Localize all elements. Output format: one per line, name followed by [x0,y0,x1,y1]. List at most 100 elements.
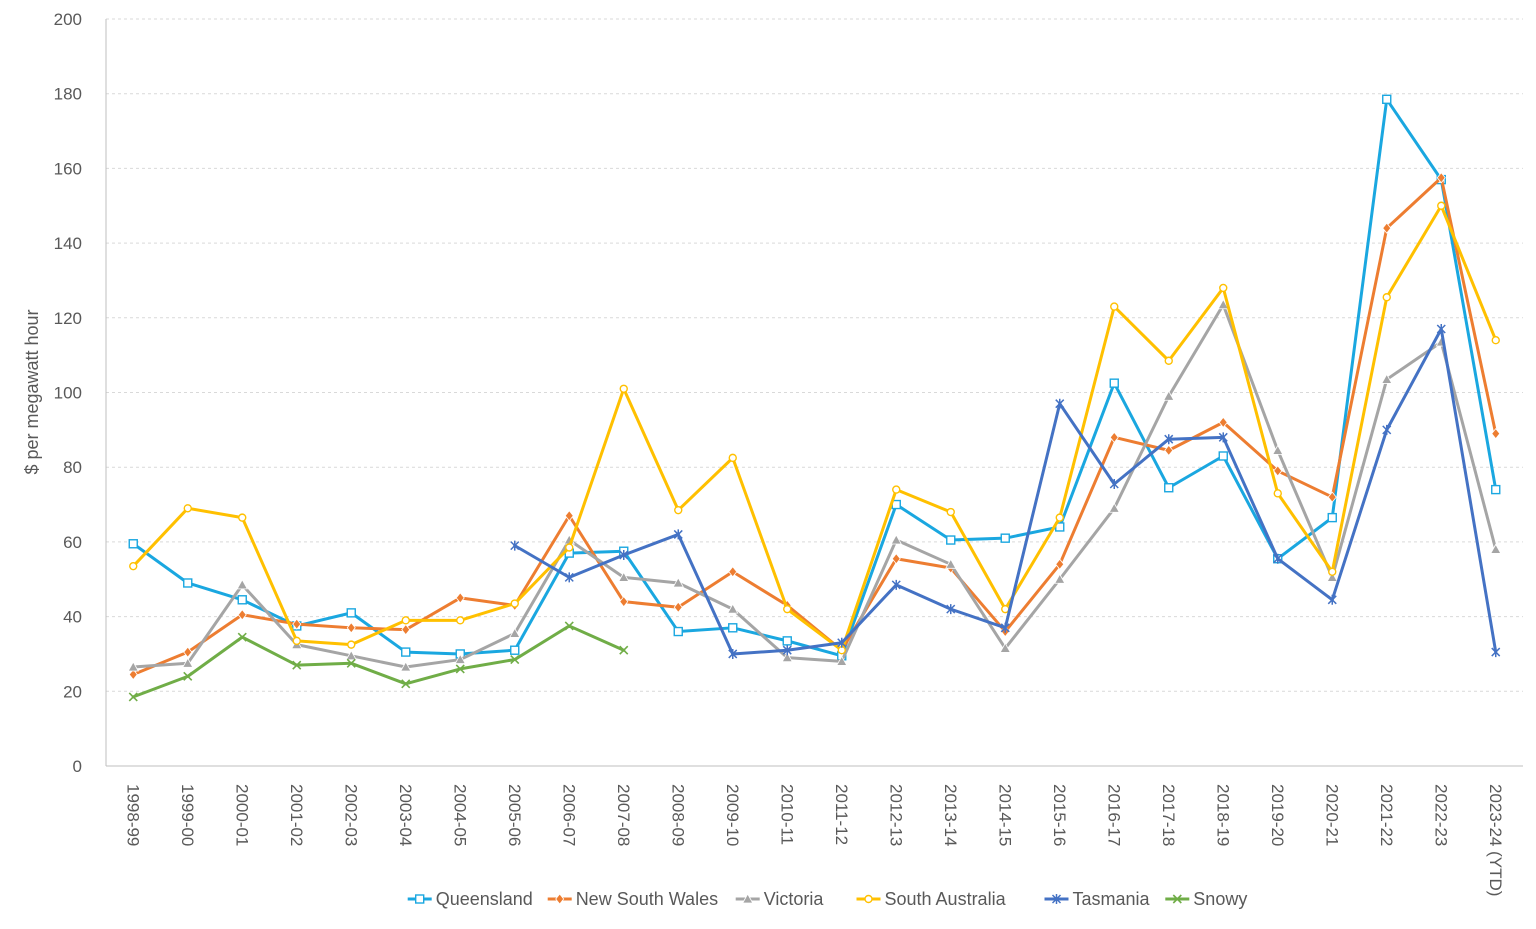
y-tick-label: 20 [63,682,82,701]
data-point [510,645,520,655]
data-point [1437,201,1446,210]
data-point [837,637,847,648]
x-tick-label: 1999-00 [178,784,197,846]
data-point [619,596,629,608]
series-victoria [127,298,1502,672]
series-new-south-wales [128,172,1501,681]
legend-item: Victoria [735,889,825,909]
data-point [674,505,683,515]
y-tick-label: 0 [73,757,82,776]
data-point [1051,894,1062,904]
data-point [1381,373,1393,384]
data-point [400,661,412,672]
data-point [619,549,629,560]
data-point [1326,571,1338,582]
data-point [183,671,193,681]
x-tick-label: 2003-04 [396,784,415,846]
data-point [1491,484,1501,495]
data-point [129,561,138,571]
data-point [1491,647,1501,658]
data-point [783,604,792,614]
data-point [1054,573,1066,584]
y-tick-label: 120 [54,309,82,328]
data-point [1000,622,1010,633]
data-point [1490,543,1502,554]
data-point [742,893,754,904]
legend-item: South Australia [856,889,1007,909]
data-point [891,579,901,590]
y-tick-label: 60 [63,533,82,552]
data-point [564,510,574,522]
data-point [1327,594,1337,605]
x-tick-label: 2011-12 [832,784,851,845]
data-point [728,648,738,659]
data-point [182,657,194,668]
data-point [127,661,139,672]
data-point [727,603,739,614]
data-point [673,601,683,613]
x-tick-label: 2005-06 [505,784,524,846]
y-tick-label: 40 [63,608,82,627]
data-point [292,660,302,670]
data-point [890,534,902,545]
x-tick-label: 2001-02 [287,784,306,846]
x-tick-label: 2021-22 [1377,784,1396,846]
legend-label: Tasmania [1073,889,1151,909]
y-tick-label: 180 [54,85,82,104]
data-point [891,553,901,565]
data-point [454,653,466,664]
data-point [946,604,956,615]
data-point [1218,451,1228,461]
data-point [1164,483,1174,493]
data-point [128,692,138,702]
data-point [1110,302,1119,311]
data-point [236,579,248,590]
legend: Queensland New South Wales Victoria South A… [407,889,1247,909]
data-point [1382,94,1392,105]
data-point [1217,298,1229,310]
data-point [237,632,247,642]
data-point [128,668,138,681]
data-point [1218,416,1228,429]
series-line [131,303,1498,669]
data-point [347,640,356,649]
data-point [728,566,738,578]
data-point [1055,513,1064,522]
series-line [131,624,626,699]
y-tick-label: 80 [63,458,82,477]
series-south-australia [129,201,1500,655]
data-point [673,626,683,637]
data-point [1273,465,1283,477]
series-snowy [128,621,629,702]
data-point [346,622,356,634]
data-point [1382,293,1391,302]
data-point [1109,431,1119,443]
data-point [1273,553,1283,564]
data-point [1164,356,1173,365]
x-tick-label: 2017-18 [1159,784,1178,846]
data-point [238,513,247,522]
data-point [1327,512,1337,523]
data-point [564,621,574,631]
x-tick-labels: 1998-99 1999-00 2000-01 2001-02 2002-03 2003-… [123,784,1505,896]
data-point [1109,378,1119,388]
data-point [946,535,956,545]
data-point [346,658,356,668]
data-point [892,485,901,494]
data-point [1327,491,1337,503]
data-point [1491,336,1500,345]
legend-item: Snowy [1165,889,1247,909]
x-tick-label: 2004-05 [450,784,469,846]
data-point [1172,894,1182,904]
legend-label: Victoria [764,889,825,909]
data-point [1164,444,1174,457]
x-tick-label: 1998-99 [123,784,142,846]
data-point [864,894,873,904]
data-point [1000,533,1010,543]
data-point [455,592,465,604]
x-tick-label: 2022-23 [1431,784,1450,846]
data-point [999,642,1011,653]
data-point [1273,489,1282,498]
data-point [1218,432,1228,443]
